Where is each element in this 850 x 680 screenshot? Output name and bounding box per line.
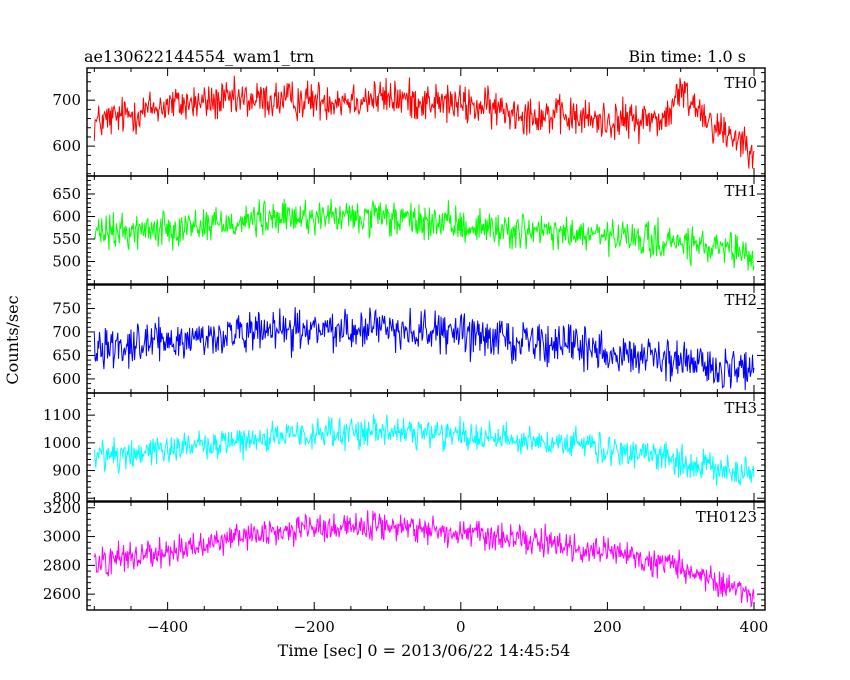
y-tick-label: 1100 (43, 406, 81, 424)
series-line-th0123 (93, 510, 755, 608)
y-tick-label: 2600 (43, 585, 81, 603)
panel-frame (86, 501, 766, 611)
panel-name-label: TH0 (724, 74, 757, 92)
y-tick-label: 550 (52, 230, 81, 248)
panel-th0: 600 700 TH0 (52, 67, 766, 177)
y-tick-label: 3000 (43, 528, 81, 546)
panel-frame (86, 392, 766, 502)
y-tick-label: 700 (52, 323, 81, 341)
x-tick-label: −200 (294, 618, 335, 636)
series-line-th0 (93, 75, 755, 169)
panel-frame (86, 67, 766, 177)
y-tick-label: 650 (52, 185, 81, 203)
panel-th3: 800 900 1000 1100 TH3 (43, 392, 766, 507)
y-tick-label: 3200 (43, 499, 81, 517)
x-tick-label: 400 (740, 618, 769, 636)
panel-th2: 600 650 700 750 TH2 (52, 284, 766, 394)
panel-th1: 500 550 600 650 TH1 (52, 175, 766, 285)
y-tick-label: 1000 (43, 434, 81, 452)
x-tick-label: 200 (593, 618, 622, 636)
series-line-th3 (93, 414, 755, 486)
panel-name-label: TH2 (724, 291, 757, 309)
panel-th0123: 2600 2800 3000 3200 TH0123 (43, 499, 766, 611)
y-tick-label: 750 (52, 299, 81, 317)
panel-name-label: TH1 (724, 182, 757, 200)
y-tick-label: 600 (52, 208, 81, 226)
panel-frame (86, 175, 766, 285)
y-tick-label: 2800 (43, 556, 81, 574)
bin-time-label: Bin time: 1.0 s (628, 47, 746, 66)
panels-layer: 600 700 TH0 500 550 600 650 TH1 600 650 700 750 TH2 8… (43, 67, 769, 636)
y-tick-label: 900 (52, 462, 81, 480)
series-line-th1 (93, 198, 755, 271)
y-tick-label: 700 (52, 91, 81, 109)
y-axis-label: Counts/sec (3, 295, 22, 384)
panel-name-label: TH3 (724, 399, 757, 417)
y-tick-label: 600 (52, 370, 81, 388)
y-tick-label: 600 (52, 137, 81, 155)
chart-title: ae130622144554_wam1_trn (84, 47, 314, 66)
x-tick-label: 0 (456, 618, 466, 636)
series-line-th2 (93, 307, 755, 391)
y-tick-label: 650 (52, 346, 81, 364)
x-axis-label: Time [sec] 0 = 2013/06/22 14:45:54 (278, 641, 571, 660)
y-tick-label: 500 (52, 253, 81, 271)
panel-name-label: TH0123 (696, 508, 757, 526)
x-tick-label: −400 (147, 618, 188, 636)
y-tick-label: 800 (52, 489, 81, 507)
